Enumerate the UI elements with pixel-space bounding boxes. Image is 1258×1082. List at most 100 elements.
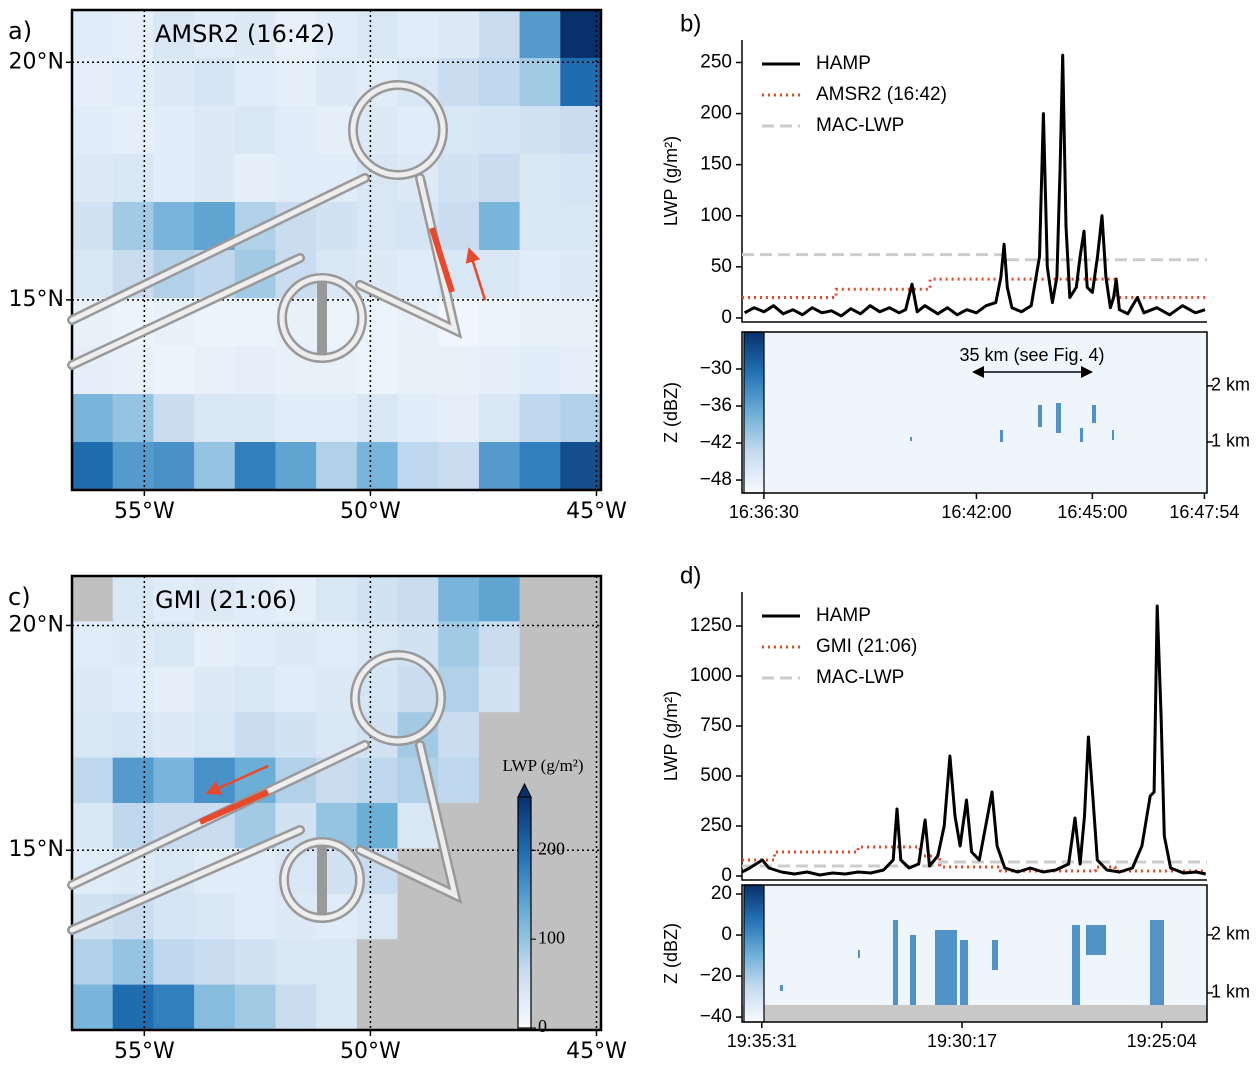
cell <box>194 10 236 59</box>
cell <box>316 442 358 491</box>
cell <box>356 803 399 849</box>
cell <box>112 58 154 107</box>
cell <box>194 621 236 668</box>
x-tick-label: 55°W <box>114 499 175 524</box>
no-data-cell <box>560 576 602 622</box>
cell <box>194 757 236 804</box>
y-axis-label: Z (dBZ) <box>661 382 681 443</box>
no-data-cell <box>478 757 521 804</box>
y-tick-label: 150 <box>700 154 732 175</box>
cell <box>194 442 236 491</box>
cell <box>438 346 480 395</box>
y-tick-label: 500 <box>700 765 732 786</box>
cell <box>234 666 276 713</box>
y-tick-label: 0 <box>721 865 732 886</box>
x-tick-label: 19:25:04 <box>1127 1031 1197 1051</box>
legend-label: HAMP <box>816 605 871 626</box>
cell <box>153 666 195 713</box>
no-data-cell <box>560 984 602 1031</box>
cell <box>560 250 602 299</box>
x-tick-label: 55°W <box>114 1039 175 1064</box>
cell <box>438 394 480 443</box>
radar-background <box>742 332 1207 493</box>
cell <box>72 939 114 986</box>
y-axis-label: Z (dBZ) <box>661 923 681 984</box>
cell <box>397 346 439 395</box>
cell <box>194 154 236 203</box>
cell <box>112 202 154 251</box>
line-panel: 0 250 500 750 1000 1250 LWP (g/m²) d) HAMP GMI (2… <box>661 562 1250 1050</box>
cell <box>519 346 561 395</box>
cell <box>519 10 561 59</box>
x-tick-label: 16:47:54 <box>1169 502 1239 522</box>
cell <box>478 250 521 299</box>
y-tick-label: 20°N <box>9 49 64 74</box>
cell <box>356 893 399 940</box>
cell <box>72 58 114 107</box>
cell <box>234 346 276 395</box>
no-data-cell <box>560 803 602 849</box>
cell <box>194 939 236 986</box>
y-axis-label: LWP (g/m²) <box>661 136 681 226</box>
legend-label: AMSR2 (16:42) <box>816 84 947 105</box>
y-tick-label: 250 <box>700 815 732 836</box>
colorbar: 0 100 200 LWP (g/m²) <box>502 756 583 1036</box>
cell <box>560 298 602 347</box>
y-tick-label: 50 <box>711 256 732 277</box>
cell <box>438 712 480 759</box>
cell <box>560 346 602 395</box>
cell <box>112 984 154 1031</box>
cell <box>478 442 521 491</box>
cell <box>316 939 358 986</box>
cell <box>316 666 358 713</box>
cell <box>194 893 236 940</box>
cell <box>275 10 317 59</box>
cell <box>438 154 480 203</box>
cell <box>153 712 195 759</box>
colorbar-bar <box>517 796 532 1029</box>
y-tick-label: 1250 <box>690 615 732 636</box>
cell <box>153 621 195 668</box>
cell <box>72 106 114 155</box>
panel-label: b) <box>680 10 701 37</box>
cell <box>560 106 602 155</box>
cell <box>478 10 521 59</box>
y-tick-label: 0 <box>721 924 732 945</box>
cell <box>153 106 195 155</box>
cell <box>234 106 276 155</box>
cell <box>478 666 521 713</box>
no-data-cell <box>438 939 480 986</box>
cell <box>560 394 602 443</box>
cell <box>72 154 114 203</box>
y2-tick-label: 1 km <box>1211 982 1250 1002</box>
cell <box>153 576 195 622</box>
cell <box>356 202 399 251</box>
cell <box>72 712 114 759</box>
cell <box>112 442 154 491</box>
cell <box>316 394 358 443</box>
cell <box>194 984 236 1031</box>
line-panel: 0 50 100 150 200 250 LWP (g/m²) b) HAMP AMSR2 (16… <box>661 10 1250 521</box>
cell <box>234 621 276 668</box>
cell <box>519 298 561 347</box>
y-tick-label: 100 <box>700 205 732 226</box>
no-data-cell <box>519 712 561 759</box>
cell <box>356 576 399 622</box>
cell <box>560 442 602 491</box>
y2-tick-label: 2 km <box>1211 375 1250 395</box>
cell <box>194 576 236 622</box>
no-data-cell <box>356 984 399 1031</box>
cell <box>560 154 602 203</box>
cell <box>397 394 439 443</box>
legend-label: MAC-LWP <box>816 115 904 136</box>
cell <box>234 154 276 203</box>
cell <box>153 442 195 491</box>
cell <box>234 939 276 986</box>
cell <box>234 576 276 622</box>
no-data-cell <box>560 848 602 895</box>
cell <box>275 576 317 622</box>
no-data-cell <box>519 576 561 622</box>
map-title: GMI (21:06) <box>155 586 297 614</box>
panel-label: d) <box>680 562 701 589</box>
y-tick-label: 20 <box>711 883 732 904</box>
